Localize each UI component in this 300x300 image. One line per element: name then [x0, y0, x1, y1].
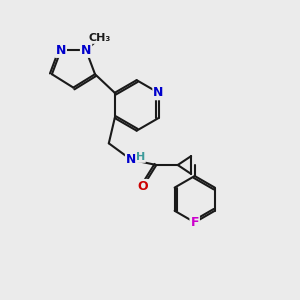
- Text: F: F: [190, 216, 199, 229]
- Text: N: N: [153, 86, 164, 99]
- Text: N: N: [126, 153, 136, 166]
- Text: O: O: [138, 180, 148, 193]
- Text: H: H: [136, 152, 145, 162]
- Text: N: N: [81, 44, 91, 57]
- Text: CH₃: CH₃: [88, 33, 111, 43]
- Text: N: N: [56, 44, 66, 57]
